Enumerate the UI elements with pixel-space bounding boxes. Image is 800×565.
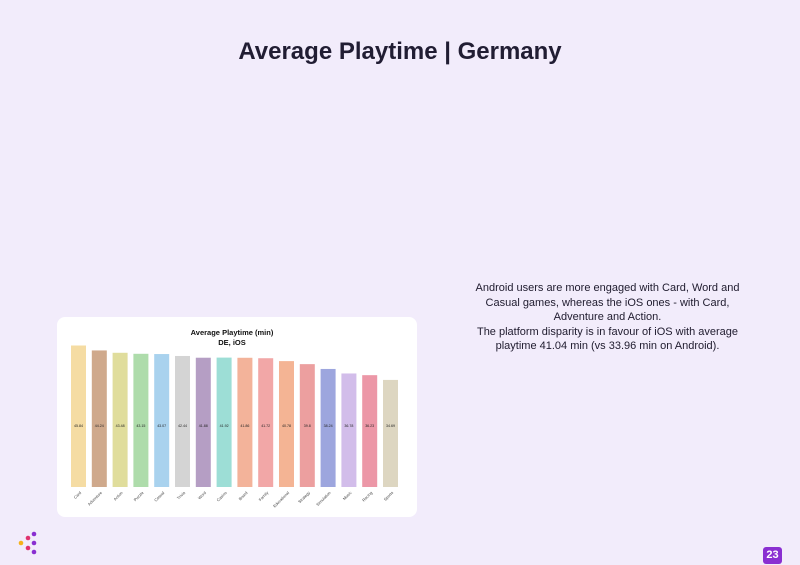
value-label: 36.23 xyxy=(365,424,374,428)
bar-board xyxy=(237,357,253,487)
value-label: 41.72 xyxy=(261,424,270,428)
bars-group xyxy=(71,345,398,487)
value-label: 41.86 xyxy=(240,424,249,428)
bar-action xyxy=(112,352,128,487)
bar-simulation xyxy=(320,368,336,487)
chart-card: Average Playtime (min) DE, iOS 45.84 44.2… xyxy=(57,317,417,517)
brand-logo-icon xyxy=(18,531,37,555)
x-tick-label: Sports xyxy=(382,490,394,502)
description-paragraph-1: Android users are more engaged with Card… xyxy=(475,282,740,324)
x-tick-label: Family xyxy=(258,490,270,502)
chart-subtitle: DE, iOS xyxy=(218,338,246,347)
bar-trivia xyxy=(175,355,190,487)
bar-word xyxy=(195,357,211,487)
x-tick-label: Racing xyxy=(361,490,373,502)
bar-educational xyxy=(279,361,294,487)
bar-strategy xyxy=(299,364,315,487)
bar-sports xyxy=(383,379,398,487)
x-tick-label: Card xyxy=(73,490,83,500)
chart-title: Average Playtime (min) xyxy=(191,328,274,337)
page-title: Average Playtime | Germany xyxy=(238,38,562,65)
bar-family xyxy=(258,358,274,487)
value-label: 45.84 xyxy=(74,424,83,428)
page-number-badge: 23 xyxy=(763,547,782,564)
x-tick-label: Word xyxy=(197,490,207,500)
x-tick-label: Music xyxy=(342,490,353,501)
bar-adventure xyxy=(91,350,107,487)
x-tick-label: Casual xyxy=(153,490,165,502)
value-label: 36.78 xyxy=(344,424,353,428)
description: Android users are more engaged with Card… xyxy=(470,281,745,354)
x-tick-label: Trivia xyxy=(176,490,187,501)
bar-casino xyxy=(216,357,232,487)
value-labels-group: 45.84 44.24 43.48 43.15 43.07 42.44 41.88 41.92… xyxy=(74,424,395,428)
x-tick-label: Strategy xyxy=(297,490,311,504)
value-label: 40.78 xyxy=(282,424,291,428)
value-label: 43.15 xyxy=(136,424,145,428)
x-tick-label: Educational xyxy=(272,490,290,508)
value-label: 41.88 xyxy=(199,424,208,428)
description-paragraph-2: The platform disparity is in favour of i… xyxy=(476,325,739,353)
value-label: 42.44 xyxy=(178,424,187,428)
x-tick-label: Casino xyxy=(215,490,228,503)
x-tick-label: Puzzle xyxy=(133,490,146,503)
value-label: 43.48 xyxy=(116,424,125,428)
bar-casual xyxy=(154,354,170,487)
value-label: 34.69 xyxy=(386,424,395,428)
playtime-bar-chart: Average Playtime (min) DE, iOS 45.84 44.2… xyxy=(71,328,398,509)
x-tick-label: Action xyxy=(112,490,123,501)
x-tick-label: Simulation xyxy=(315,490,332,507)
x-tick-label: Board xyxy=(238,490,249,501)
value-label: 43.07 xyxy=(157,424,166,428)
x-tick-label: Adventure xyxy=(87,490,104,507)
bar-puzzle xyxy=(133,353,149,487)
value-label: 44.24 xyxy=(95,424,104,428)
value-label: 39.8 xyxy=(304,424,311,428)
value-label: 41.92 xyxy=(220,424,229,428)
value-label: 38.24 xyxy=(324,424,333,428)
bar-racing xyxy=(362,375,378,487)
bar-card xyxy=(71,345,86,487)
x-tick-labels-group: Card Adventure Action Puzzle Casual Trivia Wor… xyxy=(73,490,395,509)
bar-music xyxy=(341,373,357,487)
